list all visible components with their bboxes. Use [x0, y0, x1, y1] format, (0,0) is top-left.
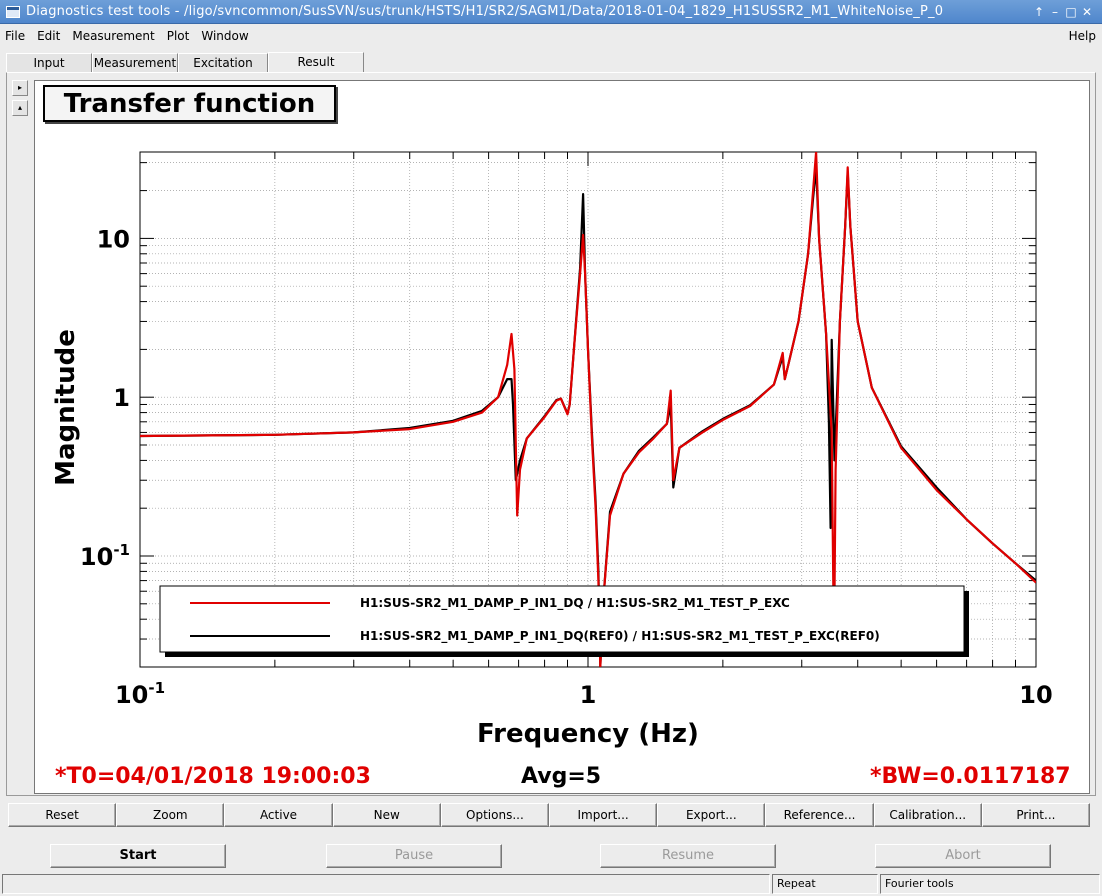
options-button[interactable]: Options... [440, 803, 550, 827]
legend-label: H1:SUS-SR2_M1_DAMP_P_IN1_DQ / H1:SUS-SR2… [360, 596, 790, 611]
menu-window[interactable]: Window [201, 29, 249, 43]
x-tick-label: 10 [1019, 681, 1052, 709]
title-bar[interactable]: Diagnostics test tools - /ligo/svncommon… [0, 0, 1102, 24]
plot-title: Transfer function [43, 85, 336, 122]
menu-file[interactable]: File [5, 29, 26, 43]
y-tick-label: 10 [97, 225, 130, 253]
menu-edit[interactable]: Edit [37, 29, 61, 43]
tab-input[interactable]: Input [6, 53, 92, 73]
menu-bar: File Edit Measurement Plot Window Help [0, 25, 1102, 47]
status-repeat: Repeat [772, 874, 878, 894]
status-fourier-tools: Fourier tools [880, 874, 1100, 894]
window-menu-icon[interactable] [6, 5, 20, 18]
print-button[interactable]: Print... [981, 803, 1091, 827]
y-tick-label: 1 [113, 384, 130, 412]
tab-measurement[interactable]: Measurement [92, 53, 178, 73]
side-buttons: ▸ ▴ [12, 80, 28, 120]
legend-label: H1:SUS-SR2_M1_DAMP_P_IN1_DQ(REF0) / H1:S… [360, 629, 880, 644]
average-readout: Avg=5 [521, 764, 602, 789]
expand-right-button[interactable]: ▸ [12, 80, 28, 96]
x-tick-label: 10-1 [115, 679, 165, 709]
y-tick-label: 10-1 [80, 541, 130, 571]
window-title: Diagnostics test tools - /ligo/svncommon… [26, 4, 944, 19]
expand-up-button[interactable]: ▴ [12, 100, 28, 116]
reset-button[interactable]: Reset [8, 803, 117, 827]
x-tick-label-exponent: -1 [148, 679, 165, 697]
x-axis-label: Frequency (Hz) [477, 719, 699, 749]
zoom-button[interactable]: Zoom [116, 803, 225, 827]
menu-plot[interactable]: Plot [166, 29, 190, 43]
export-button[interactable]: Export... [657, 803, 766, 827]
calibration-button[interactable]: Calibration... [873, 803, 982, 827]
result-panel [6, 72, 1096, 796]
pause-button[interactable]: Pause [326, 844, 502, 868]
minimize-icon[interactable]: – [1052, 4, 1058, 19]
plot-toolbar: Reset Zoom Active New Options... Import.… [8, 803, 1091, 827]
x-tick-label: 1 [580, 681, 597, 709]
abort-button[interactable]: Abort [875, 844, 1051, 868]
new-button[interactable]: New [332, 803, 441, 827]
y-axis-label: Magnitude [51, 329, 81, 486]
series-line-measurement [140, 152, 1036, 667]
maximize-icon[interactable]: □ [1065, 4, 1077, 19]
y-tick-label-exponent: -1 [113, 541, 130, 559]
x-gridlines [274, 152, 1016, 667]
start-button[interactable]: Start [50, 844, 226, 868]
status-message [2, 874, 770, 894]
legend-box [159, 585, 965, 653]
legend: H1:SUS-SR2_M1_DAMP_P_IN1_DQ / H1:SUS-SR2… [159, 585, 969, 657]
import-button[interactable]: Import... [549, 803, 658, 827]
tab-result[interactable]: Result [268, 52, 364, 73]
status-bar: Repeat Fourier tools [0, 874, 1102, 896]
t0-readout: *T0=04/01/2018 19:00:03 [55, 764, 371, 789]
menu-help[interactable]: Help [1068, 29, 1096, 43]
menu-measurement[interactable]: Measurement [72, 29, 155, 43]
tab-bar: Input Measurement Excitation Result [6, 52, 364, 73]
shade-icon[interactable]: ↑ [1033, 4, 1045, 19]
resume-button[interactable]: Resume [600, 844, 776, 868]
reference-button[interactable]: Reference... [765, 803, 874, 827]
active-button[interactable]: Active [224, 803, 333, 827]
close-icon[interactable]: ✕ [1081, 4, 1093, 19]
tab-excitation[interactable]: Excitation [178, 53, 268, 73]
bandwidth-readout: *BW=0.0117187 [870, 764, 1071, 789]
